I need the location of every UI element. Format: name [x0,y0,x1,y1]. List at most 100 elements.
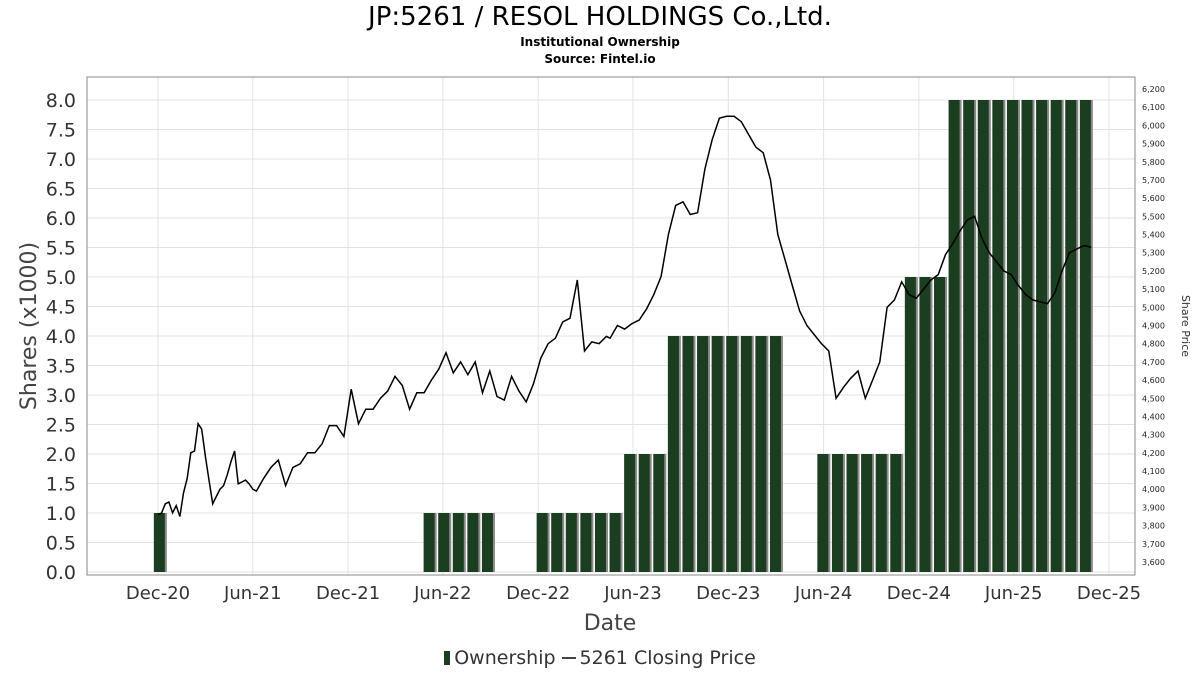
y-tick-label: 7.0 [46,149,76,171]
y-tick-label: 6.5 [46,179,76,201]
y-tick-label: 2.5 [46,415,76,437]
chart-subtitle: Institutional Ownership [520,35,680,49]
ownership-bar [653,454,665,572]
y2-axis-ticks: 3,600 3,700 3,800 3,900 4,000 4,100 4,200 4,300… [1142,85,1165,567]
y2-tick-label: 3,800 [1142,522,1165,531]
ownership-bar [1006,100,1018,572]
y2-tick-label: 5,100 [1142,285,1165,294]
x-tick-label: Jun-25 [984,583,1043,604]
ownership-bar [769,336,781,572]
ownership-bar [740,336,752,572]
y2-tick-label: 5,300 [1142,249,1165,258]
x-tick-label: Dec-23 [696,583,760,604]
ownership-bar [861,454,873,572]
y2-tick-label: 4,200 [1142,449,1165,458]
chart-source: Source: Fintel.io [544,52,656,66]
price-legend-swatch [561,657,576,659]
ownership-bar [1065,100,1077,572]
x-axis-label: Date [584,611,637,636]
ownership-bar [1021,100,1033,572]
ownership-bar [817,454,829,572]
y2-tick-label: 6,100 [1142,103,1165,112]
y-tick-label: 4.0 [46,326,76,348]
y2-tick-label: 4,700 [1142,358,1165,367]
y2-tick-label: 6,000 [1142,121,1165,130]
x-tick-label: Dec-20 [126,583,190,604]
y-tick-label: 3.0 [46,385,76,407]
x-tick-label: Jun-23 [603,583,662,604]
ownership-bar [963,100,975,572]
ownership-bar [875,454,887,572]
ownership-bar [890,454,902,572]
ownership-bar [638,454,650,572]
y2-tick-label: 4,500 [1142,394,1165,403]
y-tick-label: 0.5 [46,533,76,555]
chart-title: JP:5261 / RESOL HOLDINGS Co.,Ltd. [368,2,832,32]
ownership-bar [682,336,694,572]
y2-tick-label: 3,700 [1142,540,1165,549]
y2-tick-label: 3,600 [1142,558,1165,567]
ownership-bar [536,513,548,572]
x-tick-label: Dec-25 [1077,583,1141,604]
legend-ownership-label: Ownership [454,647,556,669]
y2-tick-label: 6,200 [1142,85,1165,94]
y-tick-label: 7.5 [46,120,76,142]
x-tick-label: Dec-21 [316,583,380,604]
y2-tick-label: 5,500 [1142,212,1165,221]
ownership-bar [711,336,723,572]
ownership-bar [992,100,1004,572]
y2-tick-label: 5,400 [1142,231,1165,240]
ownership-bar [1050,100,1062,572]
ownership-bar [481,513,493,572]
ownership-legend-swatch [444,651,451,665]
ownership-bars [153,100,1093,572]
y-axis-label: Shares (x1000) [17,242,42,410]
price-line [157,115,1092,517]
ownership-bar [551,513,563,572]
ownership-bar [565,513,577,572]
chart-grid [87,77,1135,575]
y2-tick-label: 4,300 [1142,431,1165,440]
y-tick-label: 2.0 [46,444,76,466]
chart-legend: Ownership 5261 Closing Price [0,647,1200,669]
ownership-bar [467,513,479,572]
ownership-bar [580,513,592,572]
x-tick-label: Jun-21 [223,583,282,604]
y-tick-label: 0.0 [46,562,76,584]
y2-tick-label: 4,800 [1142,340,1165,349]
y-tick-label: 5.5 [46,238,76,260]
y2-tick-label: 4,100 [1142,467,1165,476]
y-tick-label: 5.0 [46,267,76,289]
ownership-bar [831,454,843,572]
y2-tick-label: 4,400 [1142,412,1165,421]
y-tick-label: 1.0 [46,503,76,525]
x-tick-label: Dec-24 [887,583,951,604]
y2-tick-label: 4,900 [1142,322,1165,331]
y2-tick-label: 5,600 [1142,194,1165,203]
y-tick-label: 1.5 [46,474,76,496]
y2-tick-label: 3,900 [1142,503,1165,512]
y2-tick-label: 5,900 [1142,140,1165,149]
ownership-bar [1079,100,1091,572]
y-tick-label: 3.5 [46,356,76,378]
y-tick-label: 4.5 [46,297,76,319]
ownership-bar [624,454,636,572]
y2-tick-label: 5,700 [1142,176,1165,185]
ownership-bar [948,100,960,572]
ownership-bar [697,336,709,572]
ownership-bar [846,454,858,572]
y-tick-label: 8.0 [46,90,76,112]
ownership-bar [594,513,606,572]
y2-axis-label: Share Price [1179,295,1192,357]
legend-price-label: 5261 Closing Price [579,647,756,669]
x-tick-label: Dec-22 [506,583,570,604]
ownership-bar [755,336,767,572]
ownership-bar [452,513,464,572]
ownership-bar [1036,100,1048,572]
ownership-bar [977,100,989,572]
y-tick-label: 6.0 [46,208,76,230]
y2-tick-label: 4,600 [1142,376,1165,385]
ownership-bar [438,513,450,572]
ownership-bar [934,277,946,572]
